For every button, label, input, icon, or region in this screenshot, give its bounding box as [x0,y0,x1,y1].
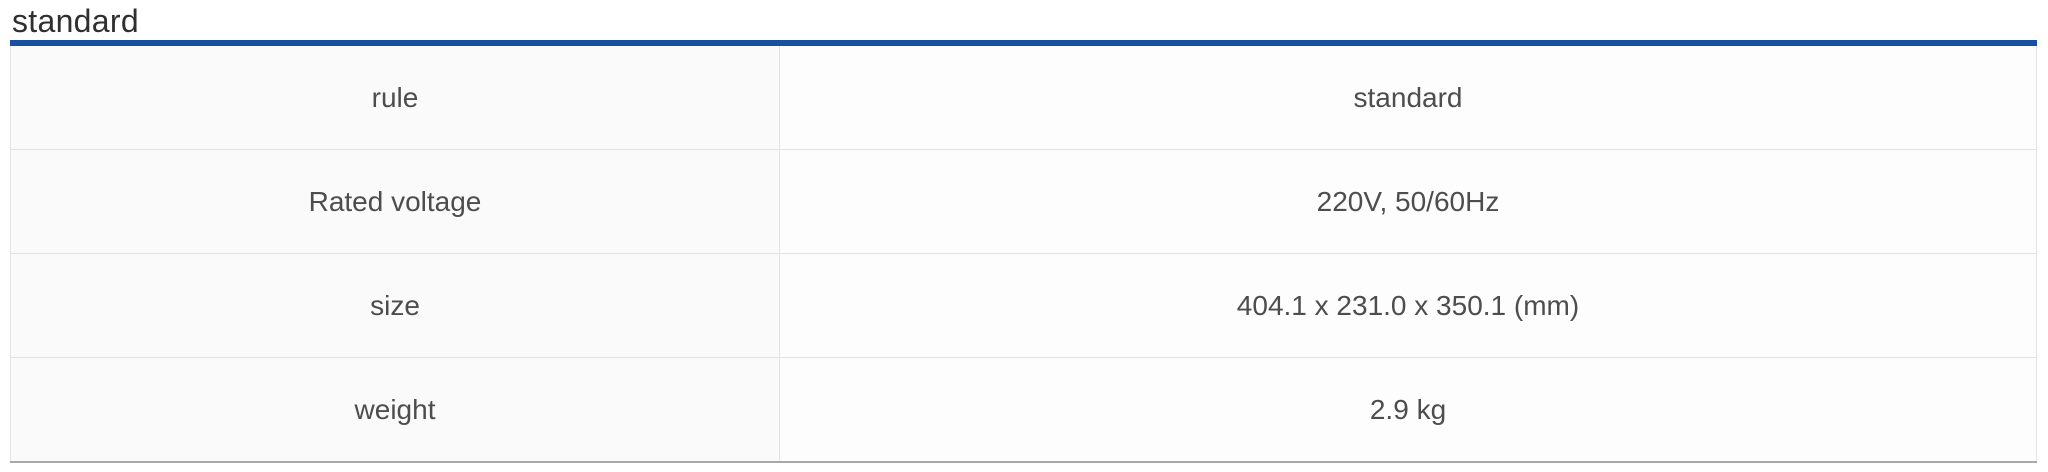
table-row: weight 2.9 kg [10,357,2037,463]
table-row: size 404.1 x 231.0 x 350.1 (mm) [10,253,2037,358]
spec-label: rule [10,42,780,150]
table-row: Rated voltage 220V, 50/60Hz [10,149,2037,254]
section-title: standard [12,3,139,39]
spec-label: size [10,253,780,358]
spec-table-body: rule standard Rated voltage 220V, 50/60H… [10,42,2037,463]
spec-value: 404.1 x 231.0 x 350.1 (mm) [779,253,2037,358]
spec-table: rule standard Rated voltage 220V, 50/60H… [10,40,2037,463]
spec-label: weight [10,357,780,463]
spec-value: 220V, 50/60Hz [779,149,2037,254]
spec-value: standard [779,42,2037,150]
spec-label: Rated voltage [10,149,780,254]
table-row: rule standard [10,42,2037,150]
spec-value: 2.9 kg [779,357,2037,463]
